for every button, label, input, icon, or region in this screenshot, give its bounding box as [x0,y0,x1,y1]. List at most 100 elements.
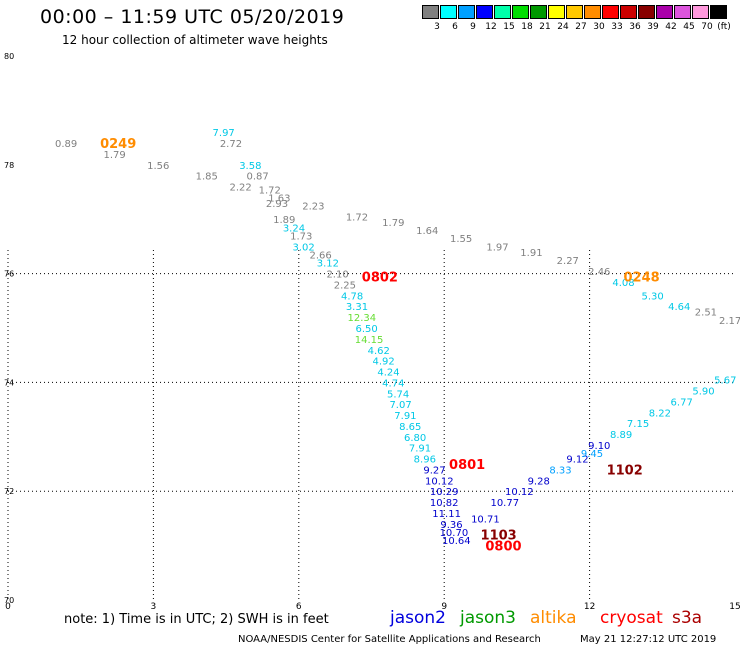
wave-height-value: 10.82 [430,498,459,509]
y-tick-label: 74 [4,378,14,387]
wave-height-value: 4.74 [382,378,404,389]
wave-height-value: 3.02 [293,242,315,253]
wave-height-value: 8.89 [610,430,632,441]
wave-height-value: 7.91 [409,444,431,455]
legend-swatch [548,5,565,19]
wave-height-value: 14.15 [355,335,384,346]
legend-label: 36 [629,22,641,32]
wave-height-value: 2.72 [220,139,242,150]
wave-height-value: 9.28 [528,476,550,487]
wave-height-value: 5.90 [692,387,714,398]
satellite-jason3: jason3 [460,608,516,628]
wave-height-value: 7.07 [389,400,411,411]
wave-height-value: 7.97 [213,128,235,139]
legend-swatch [584,5,601,19]
wave-height-value: 1.79 [382,218,404,229]
wave-height-value: 6.50 [356,324,378,335]
wave-height-value: 7.15 [627,419,649,430]
wave-height-value: 2.10 [326,270,348,281]
wave-height-value: 4.78 [341,291,363,302]
wave-height-value: 10.29 [430,487,459,498]
wave-height-value: 10.64 [442,536,471,547]
x-tick-label: 15 [729,602,740,612]
satellite-jason2: jason2 [390,608,446,628]
wave-height-value: 9.27 [423,465,445,476]
wave-height-value: 10.70 [440,528,469,539]
wave-height-value: 8.22 [649,408,671,419]
wave-height-value: 11.11 [432,509,461,520]
chart-title: 00:00 – 11:59 UTC 05/20/2019 [40,6,345,28]
wave-height-value: 5.30 [641,291,663,302]
wave-height-value: 9.36 [440,520,462,531]
x-tick-label: 9 [441,602,447,612]
wave-height-value: 0.87 [246,172,268,183]
wave-height-value: 1.97 [486,242,508,253]
legend-label: 18 [521,22,533,32]
wave-height-value: 10.12 [425,476,454,487]
legend-unit: (ft) [717,22,731,32]
pass-time-label: 0249 [100,137,136,152]
wave-height-value: 5.74 [387,389,409,400]
wave-height-value: 2.46 [588,267,610,278]
legend-swatch [638,5,655,19]
wave-height-value: 4.62 [368,346,390,357]
wave-height-value: 2.17 [719,316,740,327]
legend-swatch [710,5,727,19]
wave-height-value: 9.45 [581,449,603,460]
wave-height-value: 1.55 [450,234,472,245]
wave-height-value: 2.23 [302,202,324,213]
wave-height-value: 4.24 [377,368,399,379]
y-tick-label: 80 [4,52,14,61]
legend-swatch [620,5,637,19]
legend-label: 70 [701,22,713,32]
y-tick-label: 78 [4,161,14,170]
wave-height-value: 2.93 [266,199,288,210]
wave-height-value: 12.34 [347,313,376,324]
wave-height-value: 1.64 [416,226,438,237]
pass-time-label: 1102 [607,463,643,478]
wave-height-value: 7.91 [394,411,416,422]
legend-swatch [440,5,457,19]
legend-label: 3 [434,22,440,32]
legend-label: 6 [452,22,458,32]
legend-swatch [476,5,493,19]
wave-height-value: 8.96 [414,455,436,466]
pass-time-label: 0802 [362,270,398,285]
legend-label: 12 [485,22,497,32]
legend-swatch [494,5,511,19]
wave-height-value: 8.65 [399,422,421,433]
wave-height-value: 5.67 [714,376,736,387]
y-tick-label: 72 [4,487,14,496]
wave-height-value: 8.33 [549,465,571,476]
legend-swatch [458,5,475,19]
y-tick-label: 76 [4,270,14,279]
wave-height-value: 3.31 [346,302,368,313]
wave-height-value: 4.64 [668,302,690,313]
wave-height-value: 1.91 [520,248,542,259]
wave-height-value: 0.89 [55,139,77,150]
wave-height-value: 1.72 [259,185,281,196]
wave-height-value: 9.12 [566,455,588,466]
legend-label: 30 [593,22,605,32]
y-tick-label: 70 [4,596,14,605]
x-tick-label: 12 [584,602,595,612]
x-tick-label: 6 [296,602,302,612]
legend-swatch [512,5,529,19]
wave-height-value: 9.10 [588,441,610,452]
generated-timestamp: May 21 12:27:12 UTC 2019 [580,634,717,645]
legend-label: 39 [647,22,659,32]
wave-height-value: 2.27 [557,256,579,267]
wave-height-value: 1.63 [268,193,290,204]
wave-height-value: 6.77 [671,397,693,408]
legend-label: 27 [575,22,587,32]
pass-time-label: 1103 [481,529,517,544]
legend-swatch [422,5,439,19]
satellite-altika: altika [530,608,577,628]
legend-label: 15 [503,22,515,32]
x-tick-label: 0 [5,602,11,612]
footer-note: note: 1) Time is in UTC; 2) SWH is in fe… [64,612,329,627]
legend-swatch [530,5,547,19]
wave-height-value: 1.89 [273,215,295,226]
pass-time-label: 0800 [485,540,521,555]
